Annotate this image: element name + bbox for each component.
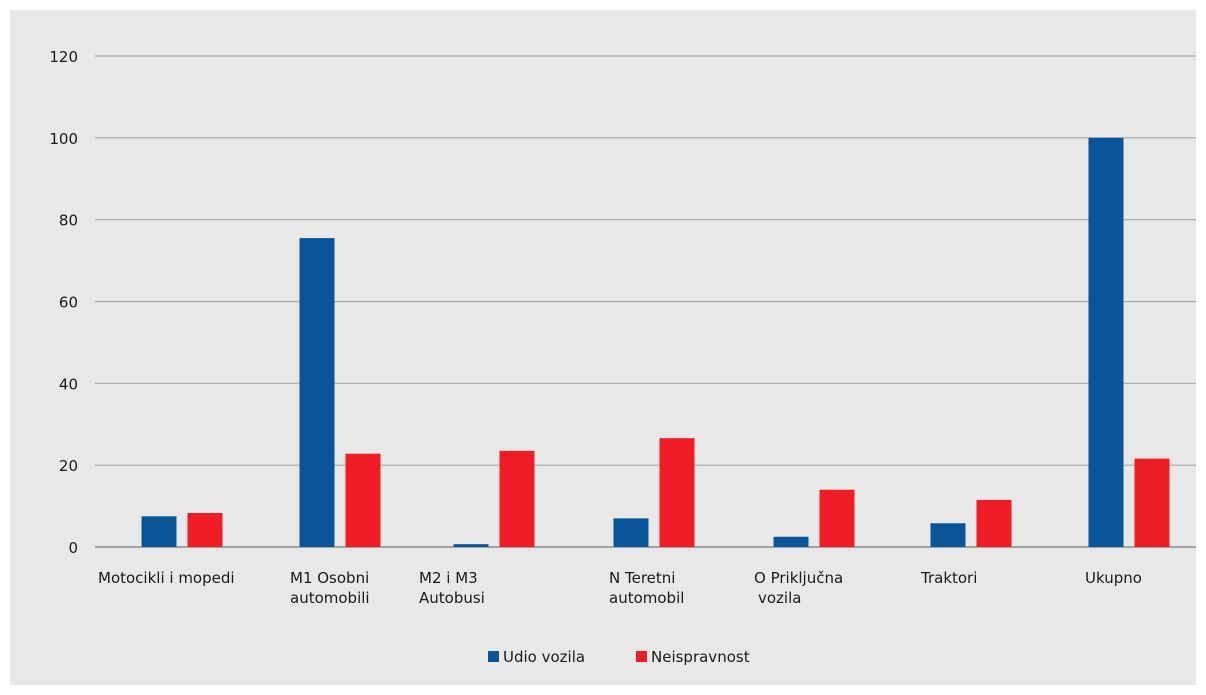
bar-udio-vozila-6	[1088, 137, 1124, 547]
x-tick-label-4-1: vozila	[758, 589, 801, 607]
legend-label-udio-vozila: Udio vozila	[503, 648, 585, 666]
x-tick-label-3-0: N Teretni	[609, 569, 675, 587]
y-tick-label-100: 100	[49, 130, 78, 148]
bar-chart: 0 20 40 60 80 100 120 Motocikli i mopedi M1 Oso…	[49, 48, 1197, 666]
bar-udio-vozila-5	[930, 523, 966, 547]
x-tick-label-5-0: Traktori	[920, 569, 977, 587]
y-tick-label-120: 120	[49, 48, 78, 66]
bar-neispravnost-3	[659, 438, 695, 547]
x-tick-label-1-1: automobili	[290, 589, 370, 607]
chart-frame: 0 20 40 60 80 100 120 Motocikli i mopedi M1 Oso…	[10, 10, 1197, 685]
legend-label-neispravnost: Neispravnost	[651, 648, 750, 666]
bar-udio-vozila-0	[141, 516, 177, 547]
grid-lines	[95, 55, 1197, 548]
x-tick-label-2-1: Autobusi	[419, 589, 485, 607]
bar-neispravnost-0	[187, 513, 223, 547]
bar-neispravnost-5	[976, 499, 1012, 547]
y-tick-label-0: 0	[68, 539, 78, 557]
y-tick-label-20: 20	[59, 457, 78, 475]
bar-neispravnost-4	[819, 489, 855, 547]
bar-udio-vozila-3	[613, 518, 649, 547]
x-tick-label-2-0: M2 i M3	[419, 569, 478, 587]
bar-udio-vozila-1	[299, 238, 335, 547]
x-tick-labels: Motocikli i mopedi M1 Osobni automobili M2 …	[98, 569, 1142, 607]
y-tick-label-80: 80	[59, 212, 78, 230]
y-tick-label-40: 40	[59, 375, 78, 393]
bar-udio-vozila-2	[453, 544, 489, 547]
y-tick-labels: 0 20 40 60 80 100 120	[49, 48, 78, 557]
x-tick-label-4-0: O Priključna	[754, 569, 843, 587]
x-tick-label-6-0: Ukupno	[1085, 569, 1142, 587]
y-tick-label-60: 60	[59, 294, 78, 312]
legend: Udio vozila Neispravnost	[488, 648, 750, 666]
legend-swatch-neispravnost	[636, 651, 647, 662]
legend-swatch-udio-vozila	[488, 651, 499, 662]
bar-series	[141, 137, 1170, 547]
x-tick-label-3-1: automobil	[609, 589, 684, 607]
bar-neispravnost-6	[1134, 458, 1170, 547]
x-tick-label-0-0: Motocikli i mopedi	[98, 569, 235, 587]
x-tick-label-1-0: M1 Osobni	[290, 569, 369, 587]
bar-udio-vozila-4	[773, 536, 809, 547]
bar-neispravnost-1	[345, 453, 381, 547]
bar-neispravnost-2	[499, 450, 535, 547]
